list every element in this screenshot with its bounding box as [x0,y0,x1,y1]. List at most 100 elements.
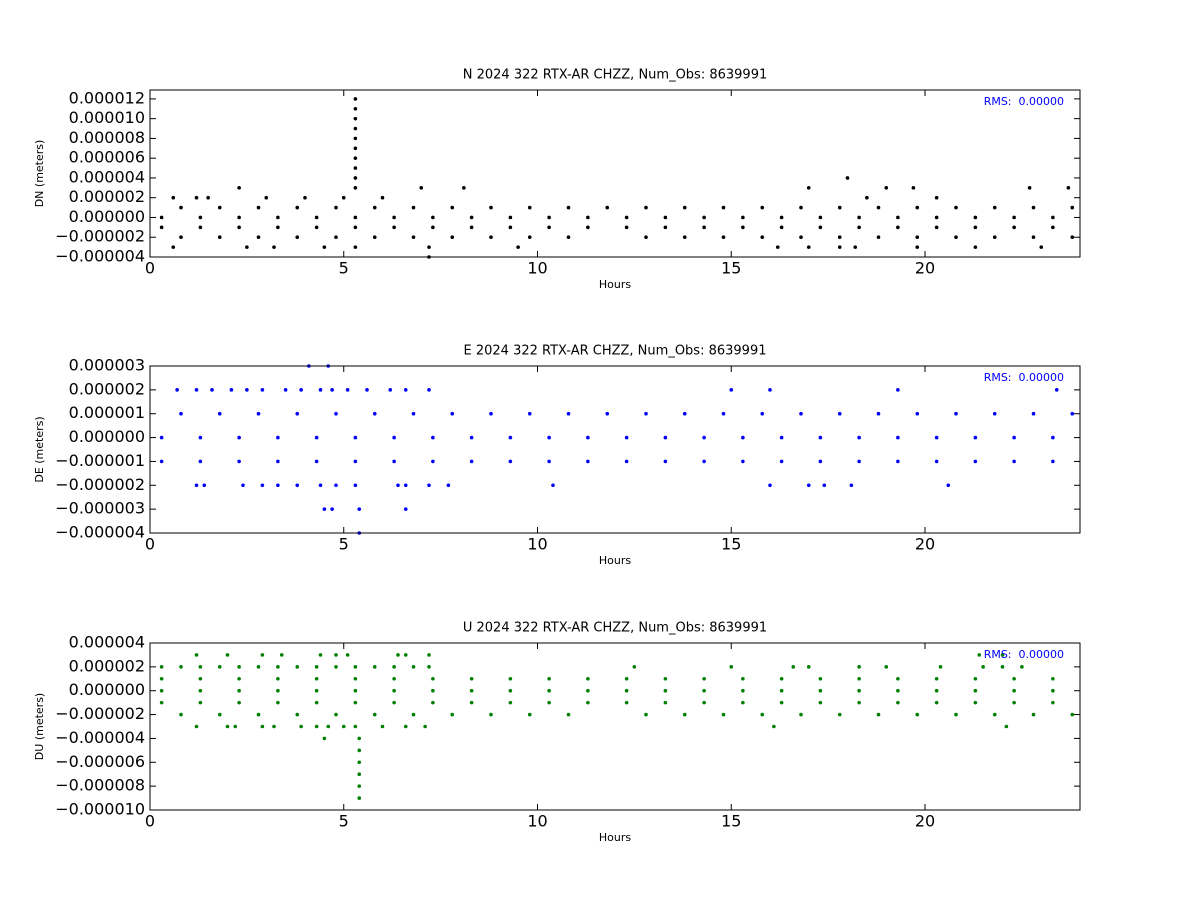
x-tick-label: 20 [915,812,935,831]
data-point [946,483,951,488]
data-point [954,235,958,240]
data-point [372,411,377,416]
y-tick-label: 0.000002 [69,187,145,206]
data-point [357,760,362,765]
x-tick-label: 5 [339,259,349,278]
data-point [1000,665,1005,669]
data-point [876,205,881,210]
data-point [1039,245,1044,249]
data-point [198,215,203,220]
y-axis-label: DU (meters) [33,693,46,760]
data-point [527,712,532,717]
data-point [318,483,323,488]
data-point [171,245,176,249]
data-point [915,411,920,416]
data-point [508,459,513,464]
data-point [179,712,183,717]
data-point [992,205,997,210]
data-point [194,653,199,657]
data-point [779,459,784,464]
data-point [198,688,203,693]
data-point [760,712,765,717]
data-point [605,205,610,210]
data-point [896,459,900,464]
data-point [876,235,881,240]
data-point [1012,676,1016,681]
data-point [799,235,803,240]
data-point [427,653,431,657]
data-point [295,665,300,669]
data-point [229,388,234,392]
y-tick-label: 0.000010 [69,108,145,127]
data-point [380,195,385,200]
data-point [586,676,590,681]
x-axis-label: Hours [599,554,631,567]
data-point [314,215,319,220]
data-point [702,215,706,220]
data-point [403,388,408,392]
data-point [334,665,338,669]
data-point [353,688,358,693]
data-point [624,676,629,681]
data-point [469,688,474,693]
data-point [353,665,358,669]
data-point [318,653,323,657]
data-point [837,411,842,416]
data-point [977,653,982,657]
x-tick-label: 0 [145,535,155,554]
data-point [322,507,327,511]
data-point [314,700,319,705]
y-tick-label: −0.000008 [55,776,145,795]
data-point [741,215,745,220]
data-point [818,225,823,230]
data-point [326,724,331,729]
data-point [702,435,706,440]
y-tick-label: −0.000002 [55,227,145,246]
data-point [469,700,474,705]
data-point [353,97,358,101]
data-point [194,388,199,392]
data-point [276,700,280,705]
y-tick-label: −0.000004 [55,728,145,747]
data-point [283,388,288,392]
data-point [411,235,416,240]
data-point [392,700,396,705]
data-point [527,235,532,240]
data-point [954,411,958,416]
data-point [566,411,571,416]
data-point [508,435,513,440]
data-point [256,712,261,717]
data-point [299,724,303,729]
data-point [663,215,668,220]
data-point [721,411,726,416]
data-point [954,205,958,210]
data-point [857,700,861,705]
data-point [392,676,396,681]
y-tick-label: 0.000000 [69,207,145,226]
data-point [295,235,300,240]
data-point [1012,459,1016,464]
data-point [938,665,943,669]
data-point [365,388,369,392]
data-point [663,688,668,693]
y-tick-label: −0.000006 [55,752,145,771]
data-point [245,245,249,249]
data-point [237,186,241,190]
data-point [272,245,276,249]
data-point [779,676,784,681]
data-point [702,225,706,230]
data-point [392,435,396,440]
data-point [1012,215,1016,220]
data-point [857,225,861,230]
data-point [644,411,648,416]
data-point [760,205,765,210]
chart-title: U 2024 322 RTX-AR CHZZ, Num_Obs: 8639991 [463,621,767,636]
data-point [1012,435,1016,440]
data-point [1031,411,1036,416]
data-point [450,205,455,210]
data-point [853,245,858,249]
data-point [353,435,358,440]
data-point [741,225,745,230]
data-point [194,483,199,488]
data-point [353,215,358,220]
